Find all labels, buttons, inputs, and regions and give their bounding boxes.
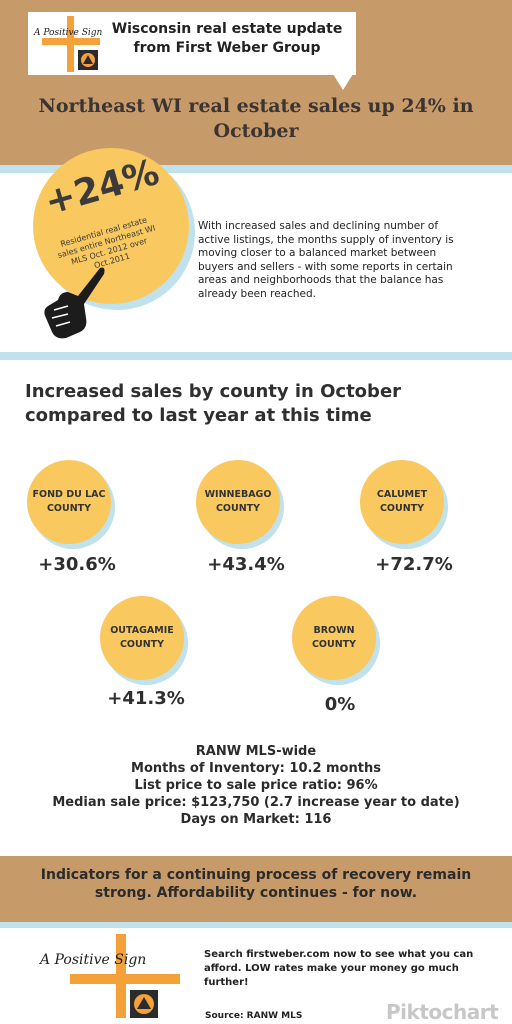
county-circle-winnebago: WINNEBAGO COUNTY [196, 460, 280, 544]
highlight-circle [33, 148, 189, 304]
indicator-band [0, 856, 512, 922]
mls-median-price: Median sale price: $123,750 (2.7 increas… [52, 795, 460, 810]
header-logo: A Positive Sign [34, 14, 104, 72]
brand-line-2: from First Weber Group [133, 40, 321, 56]
stripe-top [0, 165, 512, 173]
brand-text: Wisconsin real estate update from First … [104, 20, 350, 58]
county-name: OUTAGAMIE COUNTY [110, 625, 174, 650]
county-change-calumet: +72.7% [375, 554, 453, 575]
footer-logo-badge-icon [134, 994, 154, 1014]
speech-bubble-tail [333, 74, 353, 90]
pointing-hand-icon [44, 267, 105, 339]
county-change-brown: 0% [324, 694, 356, 715]
logo-badge-icon [81, 53, 95, 67]
stripe-bottom [0, 922, 512, 928]
footer-logo-text: A Positive Sign [40, 952, 147, 968]
county-change-winnebago: +43.4% [207, 554, 285, 575]
mls-days-on-market: Days on Market: 116 [180, 812, 332, 827]
footer-cta: Search firstweber.com now to see what yo… [204, 949, 474, 988]
source-note: Source: RANW MLS [205, 1011, 303, 1021]
mls-list-ratio: List price to sale price ratio: 96% [134, 778, 378, 793]
county-circle-fond-du-lac: FOND DU LAC COUNTY [27, 460, 111, 544]
county-change-fond-du-lac: +30.6% [38, 554, 116, 575]
county-circle-outagamie: OUTAGAMIE COUNTY [100, 596, 184, 680]
county-name: FOND DU LAC COUNTY [32, 489, 106, 514]
mls-stats: RANW MLS-wide Months of Inventory: 10.2 … [16, 743, 496, 828]
counties-title: Increased sales by county in October com… [25, 381, 402, 426]
logo-text: A Positive Sign [34, 28, 103, 38]
stripe-middle [0, 352, 512, 360]
county-circle-calumet: CALUMET COUNTY [360, 460, 444, 544]
footer-logo-cross-horizontal [70, 974, 180, 984]
mls-months-inventory: Months of Inventory: 10.2 months [131, 761, 381, 776]
indicator-text: Indicators for a continuing process of r… [40, 867, 472, 901]
logo-badge [78, 50, 98, 70]
intro-paragraph: With increased sales and declining numbe… [198, 220, 454, 300]
mls-title: RANW MLS-wide [195, 744, 317, 759]
logo-cross-horizontal [42, 38, 100, 45]
county-change-outagamie: +41.3% [107, 688, 185, 709]
county-circle-brown: BROWN COUNTY [292, 596, 376, 680]
page-headline: Northeast WI real estate sales up 24% in… [38, 95, 474, 142]
piktochart-watermark: Piktochart [386, 1000, 499, 1024]
county-name: BROWN COUNTY [311, 625, 357, 650]
footer-logo-badge [130, 990, 158, 1018]
brand-line-1: Wisconsin real estate update [111, 21, 343, 37]
footer-logo: A Positive Sign [36, 934, 180, 1020]
county-name: WINNEBAGO COUNTY [204, 489, 272, 514]
county-name: CALUMET COUNTY [376, 489, 428, 514]
